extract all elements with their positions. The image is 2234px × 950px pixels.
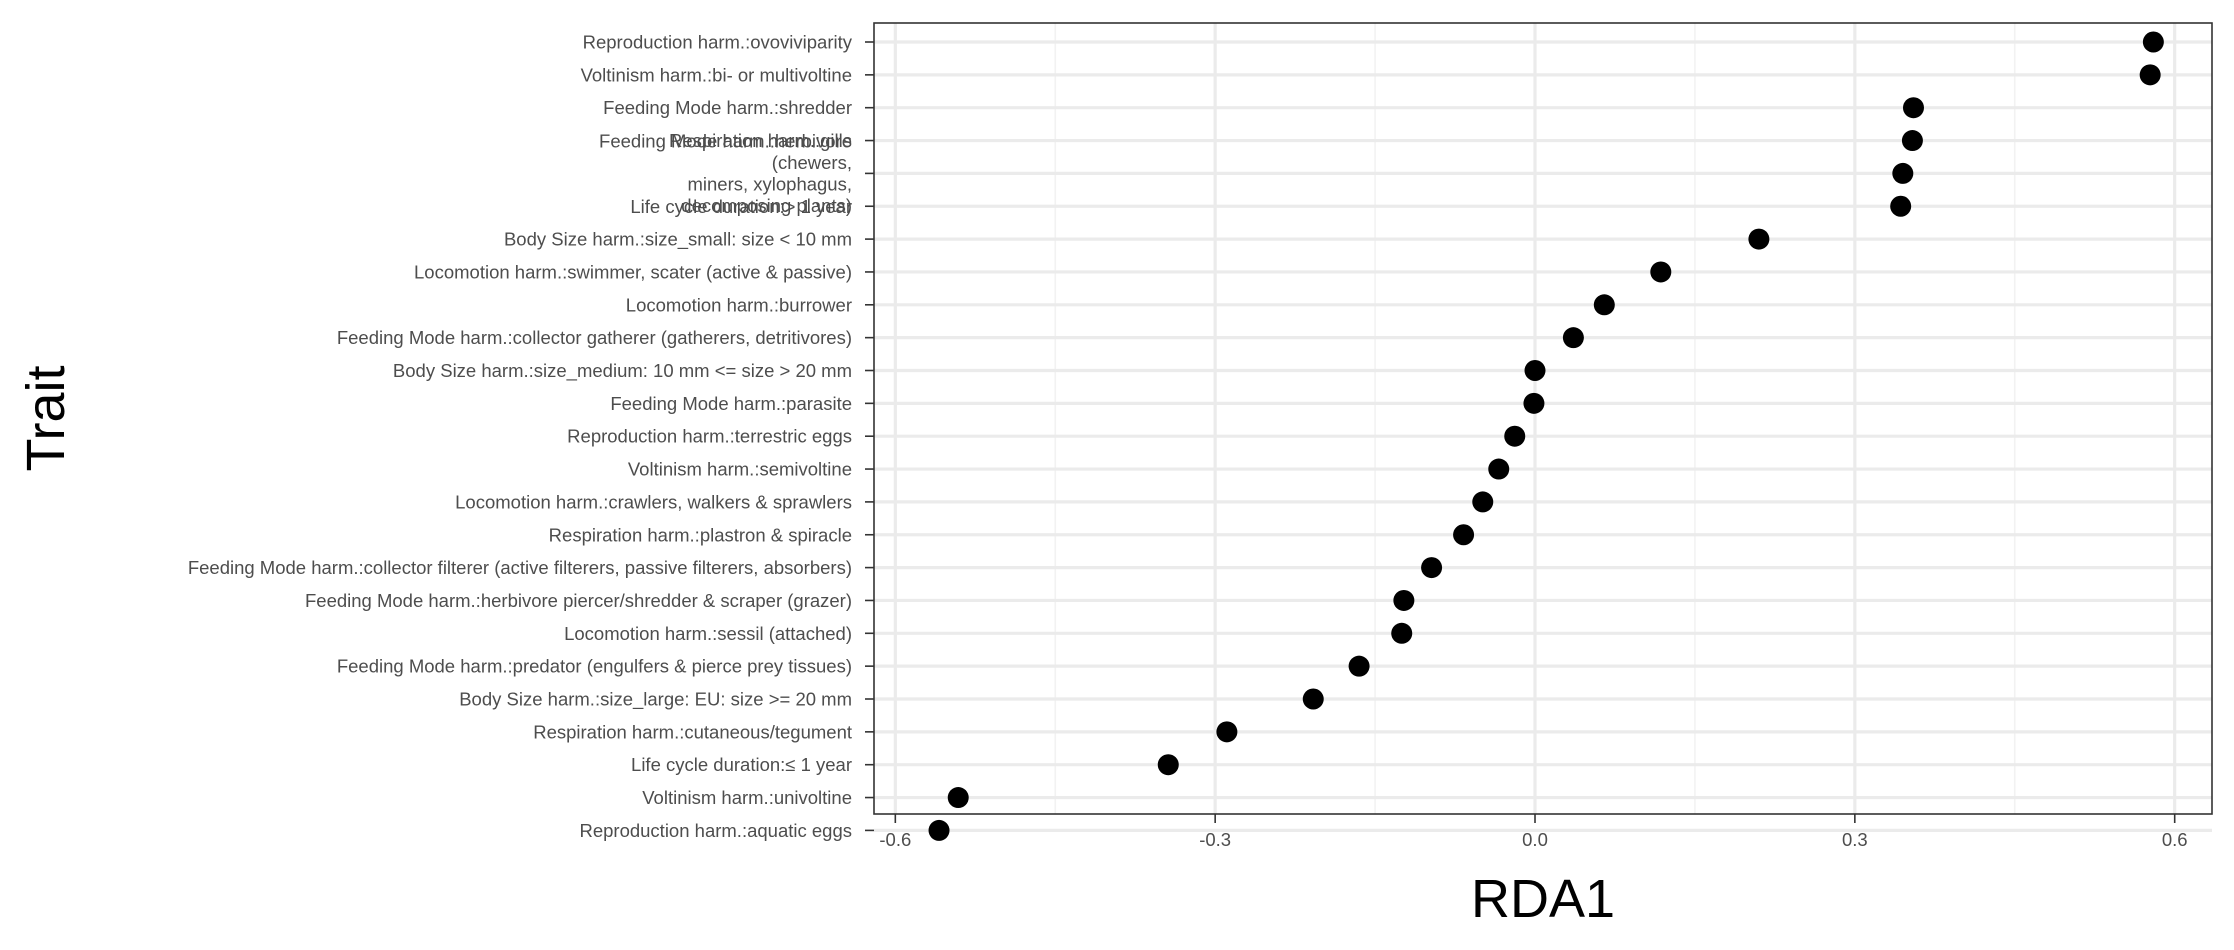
data-point	[1523, 392, 1545, 414]
data-point	[1348, 655, 1370, 677]
y-tick-label: Feeding Mode harm.:herbivore piercer/shr…	[305, 590, 852, 611]
y-tick-label: Life cycle duration:≤ 1 year	[631, 754, 852, 775]
x-tick-label: -0.3	[1199, 829, 1231, 850]
y-tick-label: Locomotion harm.:sessil (attached)	[564, 623, 852, 644]
data-point	[1216, 721, 1238, 743]
data-point	[928, 819, 950, 841]
y-tick-label: Voltinism harm.:univoltine	[642, 787, 852, 808]
data-point	[1650, 261, 1672, 283]
x-axis-title: RDA1	[1471, 869, 1615, 929]
data-point	[1902, 97, 1924, 119]
data-point	[1504, 425, 1526, 447]
data-point	[1421, 557, 1443, 579]
y-tick-label: Reproduction harm.:terrestric eggs	[567, 426, 852, 447]
y-axis-title: Trait	[16, 366, 76, 472]
y-tick-label: Reproduction harm.:ovoviviparity	[583, 32, 853, 53]
panel-border	[873, 22, 2213, 815]
x-tick-label: 0.0	[1522, 829, 1548, 850]
major-gridlines	[874, 23, 2212, 833]
y-tick-label: Body Size harm.:size_medium: 10 mm <= si…	[393, 360, 852, 382]
data-point	[1393, 589, 1415, 611]
y-tick-label: Body Size harm.:size_large: EU: size >= …	[459, 689, 852, 711]
y-tick-label: Reproduction harm.:aquatic eggs	[579, 820, 852, 841]
x-tick-label: -0.6	[879, 829, 911, 850]
y-tick-label: Voltinism harm.:bi- or multivoltine	[581, 64, 852, 85]
y-axis-tick-labels: Reproduction harm.:ovoviviparity Voltinis…	[188, 32, 853, 841]
y-tick-label: Feeding Mode harm.:herbivore	[599, 131, 852, 152]
data-point	[1748, 228, 1770, 250]
data-point	[1892, 162, 1914, 184]
data-point	[1524, 360, 1546, 381]
data-point	[1593, 294, 1615, 316]
y-tick-label: decomposing plants)	[681, 195, 852, 216]
y-tick-label: Respiration harm.:gills	[669, 130, 852, 151]
data-point	[1901, 130, 1923, 152]
y-axis-ticks	[865, 41, 874, 832]
data-point	[1157, 754, 1179, 776]
y-tick-label: miners, xylophagus,	[687, 174, 852, 195]
y-tick-label: Feeding Mode harm.:parasite	[610, 393, 852, 414]
data-point	[1488, 458, 1510, 480]
data-point	[2142, 31, 2164, 53]
data-points	[928, 31, 2164, 841]
y-tick-label: Respiration harm.:cutaneous/tegument	[533, 721, 852, 742]
y-tick-label: Locomotion harm.:crawlers, walkers & spr…	[455, 491, 852, 512]
data-point	[1453, 524, 1475, 546]
data-point	[1391, 622, 1413, 644]
x-axis-ticks	[894, 814, 2176, 823]
x-tick-label: 0.3	[1842, 829, 1868, 850]
y-tick-label: Voltinism harm.:semivoltine	[628, 459, 852, 480]
data-point	[1472, 491, 1494, 513]
y-tick-label: Feeding Mode harm.:shredder	[603, 97, 852, 118]
data-point	[2139, 64, 2161, 86]
y-tick-label: (chewers,	[772, 152, 852, 173]
y-tick-label: Respiration harm.:plastron & spiracle	[549, 524, 852, 545]
y-tick-label: Life cycle duration:> 1 year	[630, 196, 852, 217]
y-tick-label: Feeding Mode harm.:collector gatherer (g…	[337, 327, 852, 348]
x-axis-tick-labels: -0.6 -0.3 0.0 0.3 0.6	[879, 829, 2187, 850]
x-tick-label: 0.6	[2162, 829, 2188, 850]
y-tick-label: Body Size harm.:size_small: size < 10 mm	[504, 229, 852, 251]
data-point	[947, 787, 969, 809]
data-point	[1302, 688, 1324, 710]
data-point	[1890, 195, 1912, 217]
minor-gridlines	[1054, 23, 2016, 814]
y-tick-label: Locomotion harm.:swimmer, scater (active…	[414, 261, 852, 282]
y-tick-label: Locomotion harm.:burrower	[626, 294, 852, 315]
y-tick-label: Feeding Mode harm.:collector filterer (a…	[188, 557, 852, 578]
y-tick-label: Feeding Mode harm.:predator (engulfers &…	[337, 656, 852, 677]
data-point	[1562, 327, 1584, 349]
